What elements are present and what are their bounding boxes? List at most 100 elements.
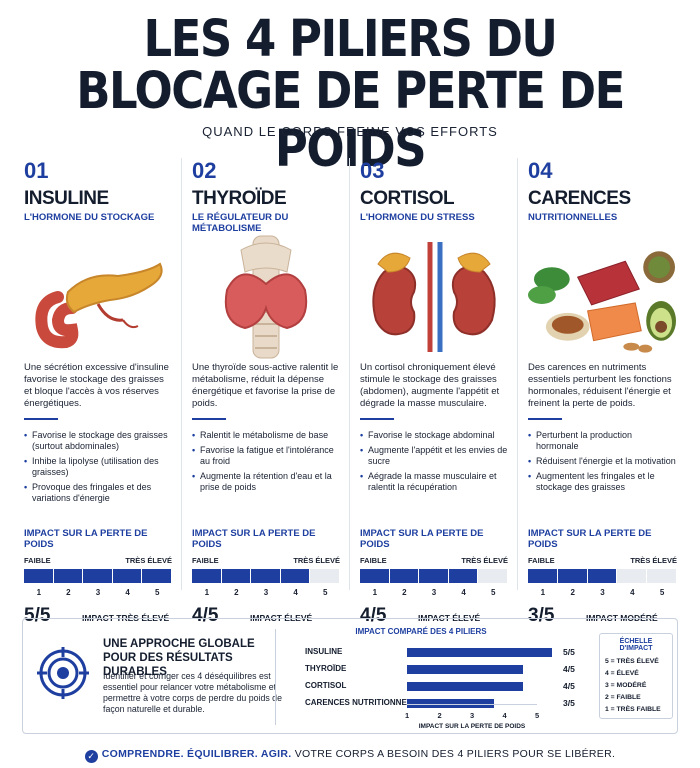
- nutrient-foods-illustration: [528, 232, 677, 362]
- impact-tick: 3: [263, 588, 269, 597]
- pillar-subtitle: L'HORMONE DU STOCKAGE: [24, 212, 155, 223]
- pillar-bullet: Aégrade la masse musculaire et ralentit …: [360, 471, 508, 493]
- impact-tick: 5: [659, 588, 665, 597]
- comparison-row-label: INSULINE: [305, 647, 343, 656]
- global-approach-panel: UNE APPROCHE GLOBALE POUR DES RÉSULTATS …: [22, 618, 678, 734]
- impact-heading: IMPACT SUR LA PERTE DE POIDS: [24, 528, 148, 550]
- impact-bar: [360, 569, 508, 583]
- impact-bar-segment: [53, 569, 84, 583]
- legend-item: 1 = TRÈS FAIBLE: [605, 706, 661, 713]
- impact-tick: 4: [293, 588, 298, 597]
- legend-item: 5 = TRÈS ÉLEVÉ: [605, 658, 659, 665]
- legend-item: 3 = MODÉRÉ: [605, 682, 647, 689]
- pillar-name: THYROÏDE: [192, 188, 287, 209]
- pillar-subtitle: NUTRITIONNELLES: [528, 212, 618, 223]
- target-icon: [37, 647, 89, 704]
- impact-scale-labels: FAIBLE TRÈS ÉLEVÉ: [360, 556, 508, 565]
- pillar-3: 03 CORTISOL L'HORMONE DU STRESS Un cortisol…: [350, 158, 518, 626]
- impact-bar-segment: [24, 569, 54, 583]
- impact-bar-segment: [280, 569, 311, 583]
- impact-bar-segment: [448, 569, 479, 583]
- pillar-number: 02: [192, 158, 217, 183]
- impact-heading: IMPACT SUR LA PERTE DE POIDS: [360, 528, 484, 550]
- thyroid-illustration: [192, 232, 340, 362]
- pillar-description: Des carences en nutriments essentiels pe…: [528, 362, 672, 409]
- impact-tick: 5: [322, 588, 328, 597]
- impact-tick: 5: [490, 588, 496, 597]
- impact-bar-segment: [528, 569, 558, 583]
- impact-tick: 3: [431, 588, 437, 597]
- scale-low-label: FAIBLE: [360, 556, 387, 565]
- pillar-bullet: Réduisent l'énergie et la motivation: [528, 456, 677, 467]
- impact-ticks: 1 2 3 4 5: [528, 588, 677, 597]
- page-subtitle: QUAND LE CORPS FREINE VOS EFFORTS: [202, 124, 498, 139]
- pillar-bullet: Augmentent les fringales et le stockage …: [528, 471, 677, 493]
- pillar-number: 01: [24, 158, 49, 183]
- footer-tagline: ✓ COMPRENDRE. ÉQUILIBRER. AGIR. VOTRE COR…: [0, 748, 700, 763]
- pillar-name: CORTISOL: [360, 188, 455, 209]
- pillar-score: 5/5: [24, 605, 51, 626]
- comparison-value: 4/5: [563, 664, 575, 674]
- impact-ticks: 1 2 3 4 5: [360, 588, 508, 597]
- comparison-tick: 5: [535, 711, 540, 720]
- global-approach-title: UNE APPROCHE GLOBALE POUR DES RÉSULTATS …: [103, 638, 255, 678]
- pillar-bullet: Augmente l'appétit et les envies de sucr…: [360, 445, 508, 467]
- kidneys-adrenal-illustration: [360, 232, 508, 362]
- scale-low-label: FAIBLE: [192, 556, 219, 565]
- impact-scale-labels: FAIBLE TRÈS ÉLEVÉ: [528, 556, 677, 565]
- impact-bar: [192, 569, 340, 583]
- impact-bar-segment: [221, 569, 252, 583]
- impact-tick: 1: [36, 588, 42, 597]
- impact-bar-segment: [142, 569, 172, 583]
- page-title-line1: LES 4 PILIERS DU: [143, 8, 558, 69]
- pillar-number: 03: [360, 158, 385, 183]
- comparison-row-label: CARENCES NUTRITIONNELLES: [305, 698, 428, 707]
- legend-item: 2 = FAIBLE: [605, 694, 641, 701]
- scale-high-label: TRÈS ÉLEVÉ: [125, 556, 172, 565]
- pillar-4: 04 CARENCES NUTRITIONNELLES Des carences en…: [518, 158, 686, 626]
- impact-scale-labels: FAIBLE TRÈS ÉLEVÉ: [192, 556, 340, 565]
- scale-high-label: TRÈS ÉLEVÉ: [630, 556, 677, 565]
- scale-low-label: FAIBLE: [24, 556, 51, 565]
- pillar-separator: [528, 418, 562, 420]
- comparison-bar: [407, 699, 494, 708]
- impact-bar-segment: [192, 569, 222, 583]
- impact-tick: 2: [66, 588, 71, 597]
- pillars-row: 01 INSULINE L'HORMONE DU STOCKAGE Une sécré…: [14, 158, 686, 626]
- legend-title: ÉCHELLE D'IMPACT: [619, 638, 653, 652]
- impact-tick: 2: [570, 588, 575, 597]
- comparison-value: 5/5: [563, 647, 575, 657]
- impact-tick: 2: [402, 588, 407, 597]
- pillar-description: Une thyroïde sous-active ralentit le mét…: [192, 362, 339, 409]
- pillar-separator: [360, 418, 394, 420]
- impact-bar-segment: [647, 569, 677, 583]
- impact-tick: 1: [540, 588, 546, 597]
- pillar-bullet: Favorise la fatigue et l'intolérance au …: [192, 445, 340, 467]
- pillar-bullet: Provoque des fringales et des variations…: [24, 482, 172, 504]
- impact-heading: IMPACT SUR LA PERTE DE POIDS: [528, 528, 652, 550]
- pillar-1: 01 INSULINE L'HORMONE DU STOCKAGE Une sécré…: [14, 158, 182, 626]
- impact-tick: 4: [125, 588, 130, 597]
- pillar-name: INSULINE: [24, 188, 109, 209]
- impact-bar-segment: [587, 569, 618, 583]
- impact-tick: 4: [461, 588, 466, 597]
- pillar-bullets: Favorise le stockage abdominal Augmente l…: [360, 430, 508, 514]
- impact-scale-labels: FAIBLE TRÈS ÉLEVÉ: [24, 556, 172, 565]
- global-approach-text: Identifier et corriger ces 4 déséquilibr…: [103, 671, 282, 714]
- pillar-number: 04: [528, 158, 553, 183]
- impact-tick: 2: [234, 588, 239, 597]
- page-title-line2: BLOCAGE DE PERTE DE POIDS: [76, 60, 625, 179]
- impact-bar-segment: [112, 569, 143, 583]
- pillar-bullets: Ralentit le métabolisme de base Favorise …: [192, 430, 340, 514]
- pillar-name: CARENCES: [528, 188, 631, 209]
- impact-tick: 1: [372, 588, 378, 597]
- comparison-tick: 1: [405, 711, 410, 720]
- legend-item: 4 = ÉLEVÉ: [605, 670, 639, 677]
- comparison-value: 3/5: [563, 698, 575, 708]
- impact-bar: [528, 569, 677, 583]
- pillar-bullet: Augmente la rétention d'eau et la prise …: [192, 471, 340, 493]
- impact-tick: 3: [600, 588, 605, 597]
- comparison-tick: 4: [502, 711, 507, 720]
- pillar-separator: [24, 418, 58, 420]
- pillar-bullet: Perturbent la production hormonale: [528, 430, 677, 452]
